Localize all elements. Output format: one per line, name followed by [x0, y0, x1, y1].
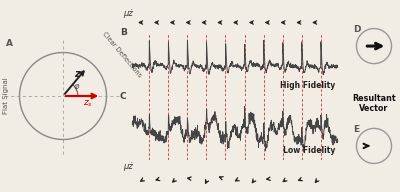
- Text: Low Fidelity: Low Fidelity: [283, 146, 336, 155]
- Text: A: A: [6, 39, 13, 48]
- Text: C: C: [120, 92, 126, 101]
- Text: μż: μż: [123, 9, 133, 18]
- Text: φ: φ: [74, 82, 79, 91]
- Text: z: z: [74, 69, 79, 79]
- Text: E: E: [353, 125, 359, 134]
- Text: High Fidelity: High Fidelity: [280, 81, 336, 90]
- Text: B: B: [120, 28, 127, 36]
- Text: μż: μż: [123, 162, 133, 171]
- Text: $z_s$: $z_s$: [83, 98, 93, 108]
- Text: Clear Deflections: Clear Deflections: [101, 31, 142, 79]
- Text: Resultant
Vector: Resultant Vector: [352, 94, 396, 113]
- Text: Flat Signal: Flat Signal: [3, 78, 9, 114]
- Text: D: D: [353, 25, 360, 34]
